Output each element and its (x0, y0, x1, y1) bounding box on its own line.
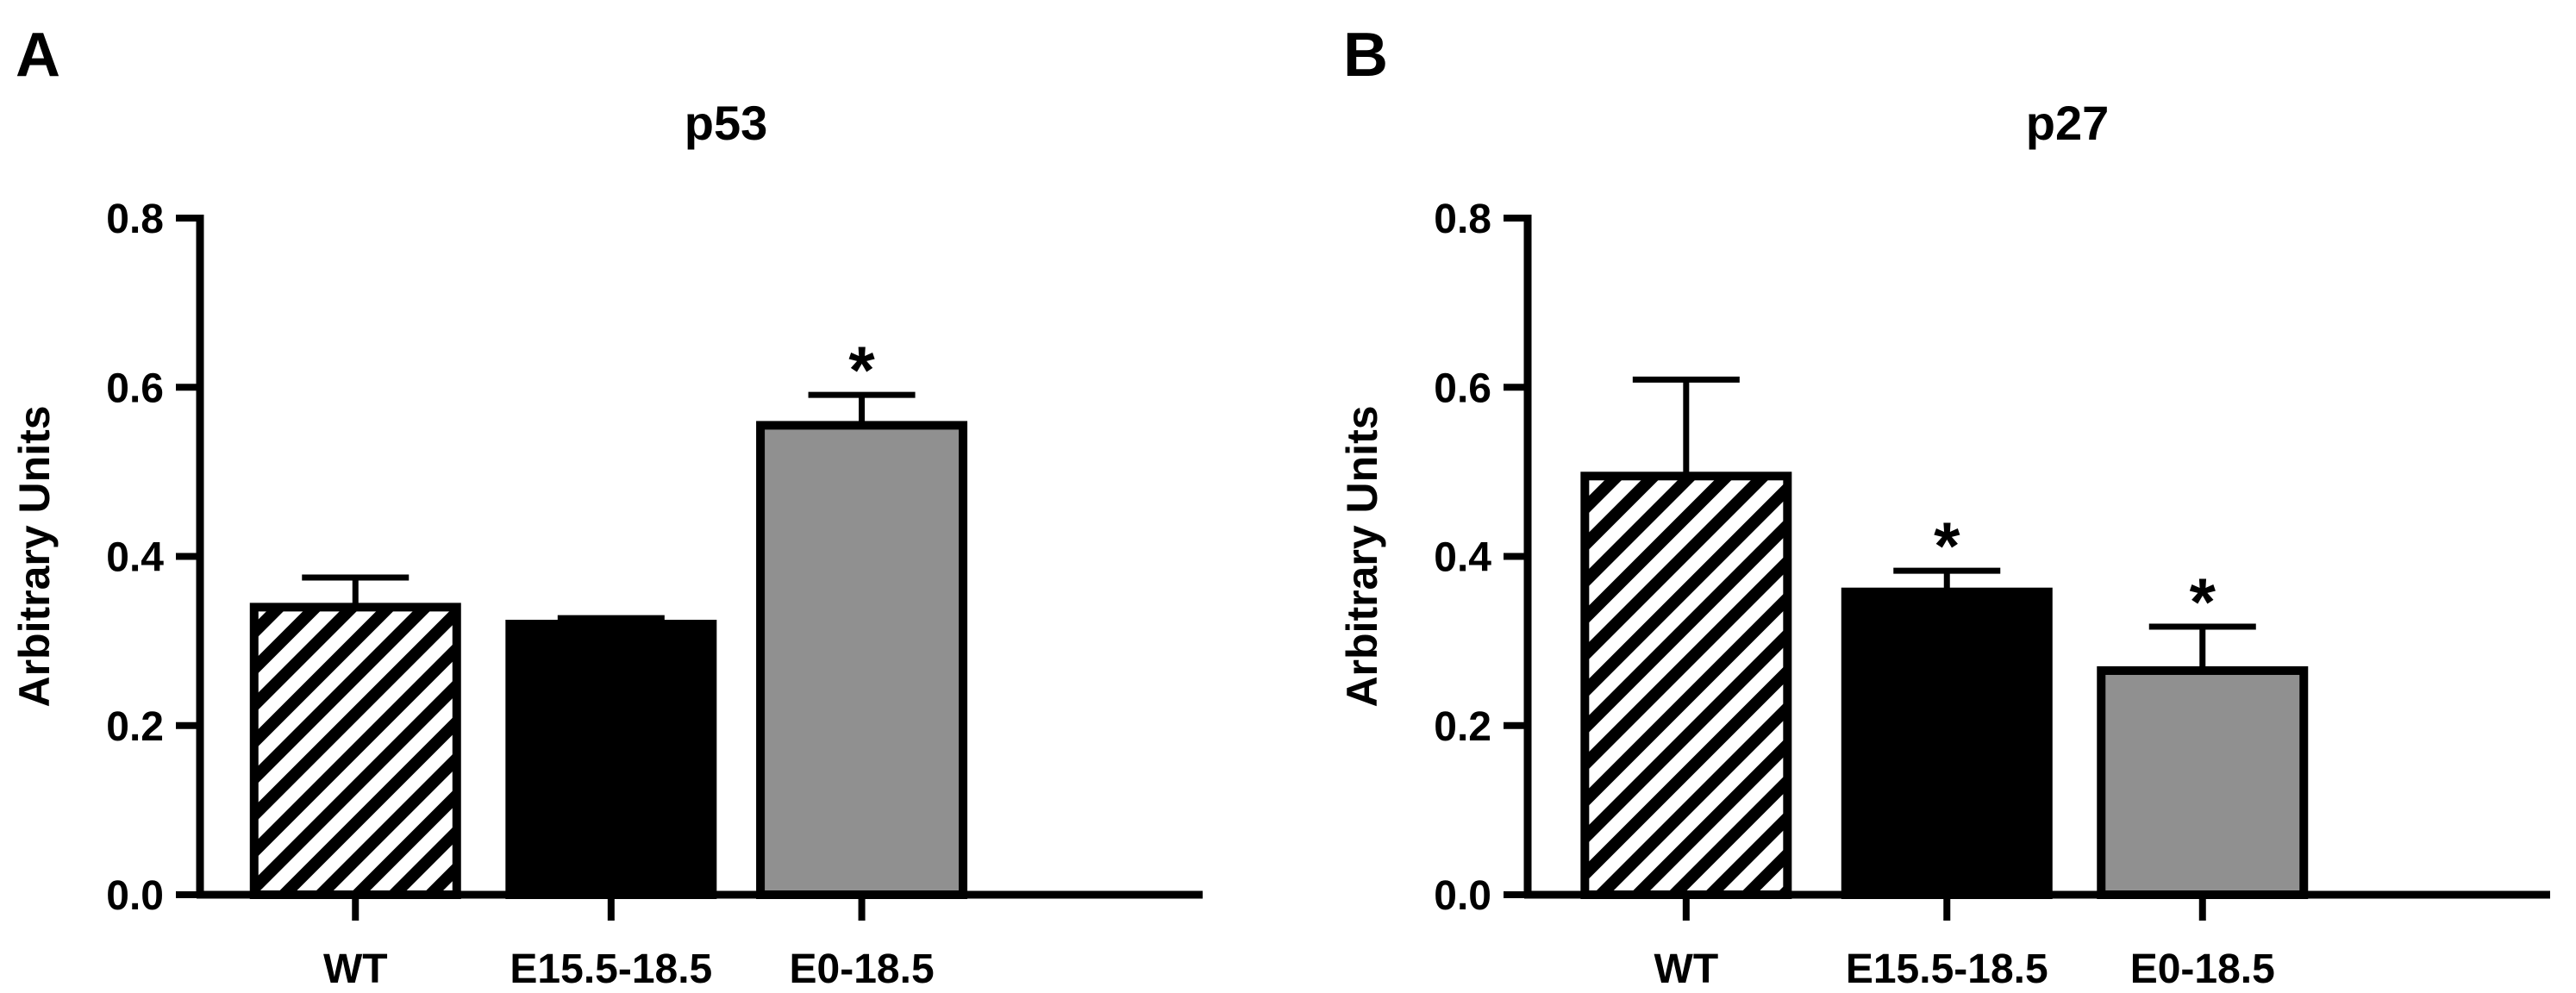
chart-title: p53 (685, 96, 768, 150)
y-tick-label: 0.2 (106, 704, 164, 750)
x-tick-label: E0-18.5 (2130, 946, 2275, 992)
bar-e0-18-5 (756, 421, 968, 899)
significance-marker-e15-5-18-5: * (1934, 508, 1960, 584)
panel-letter: B (1343, 21, 1388, 90)
x-tick-label: WT (1654, 946, 1719, 992)
panel-letter: A (16, 21, 60, 90)
bar-e15-5-18-5 (1841, 587, 2053, 900)
bar-wt (249, 603, 461, 899)
chart-title: p27 (2026, 96, 2110, 150)
x-tick-label: WT (323, 946, 388, 992)
y-tick-label: 0.6 (1434, 365, 1491, 411)
significance-marker-e0-18-5: * (2190, 564, 2216, 640)
y-tick-label: 0.0 (106, 873, 164, 919)
y-axis-label: Arbitrary Units (1338, 405, 1386, 707)
y-axis-label: Arbitrary Units (10, 405, 59, 707)
bar-e15-5-18-5 (505, 620, 717, 899)
x-tick-label: E0-18.5 (790, 946, 935, 992)
bar-wt (1580, 472, 1792, 899)
y-tick-label: 0.6 (106, 365, 164, 411)
y-tick-label: 0.8 (1434, 197, 1491, 242)
y-tick-label: 0.4 (1434, 535, 1491, 581)
y-tick-label: 0.0 (1434, 873, 1491, 919)
y-tick-label: 0.4 (106, 535, 164, 581)
x-tick-label: E15.5-18.5 (1846, 946, 2048, 992)
bar-e0-18-5 (2097, 665, 2309, 899)
x-tick-label: E15.5-18.5 (510, 946, 712, 992)
y-tick-label: 0.8 (106, 197, 164, 242)
y-tick-label: 0.2 (1434, 704, 1491, 750)
significance-marker-e0-18-5: * (848, 332, 875, 408)
